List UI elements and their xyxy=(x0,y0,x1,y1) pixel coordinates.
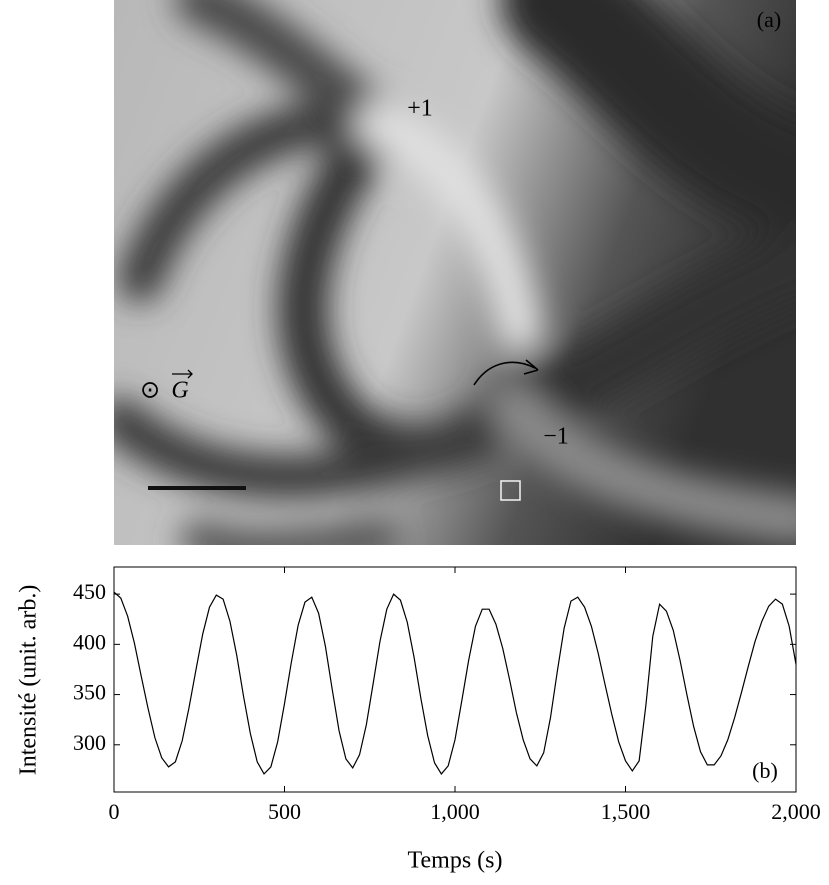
micrograph: (a) +1 −1 ⊙ G xyxy=(114,0,796,545)
x-tick-label: 1,500 xyxy=(601,799,651,824)
y-tick-label: 300 xyxy=(73,730,106,755)
roi-square xyxy=(500,480,521,501)
vector-arrow xyxy=(172,369,193,379)
x-tick-label: 2,000 xyxy=(771,799,821,824)
panel-label: (a) xyxy=(757,7,781,32)
x-tick-label: 500 xyxy=(268,799,301,824)
defect-label: +1 xyxy=(407,96,433,122)
defect-label: −1 xyxy=(543,424,569,450)
panel-label: (b) xyxy=(752,758,778,783)
gravity-symbol: ⊙ xyxy=(140,378,160,404)
rotation-arrow xyxy=(473,361,536,386)
y-tick-label: 350 xyxy=(73,680,106,705)
y-axis-label: Intensité (unit. arb.) xyxy=(16,585,42,776)
gravity-label: G xyxy=(171,378,188,404)
arrow-head xyxy=(523,359,539,375)
x-tick-label: 1,000 xyxy=(430,799,480,824)
plot-frame xyxy=(113,566,797,793)
y-tick-label: 400 xyxy=(73,629,106,654)
y-tick-label: 450 xyxy=(73,579,106,604)
x-axis-label: Temps (s) xyxy=(408,848,503,874)
data-line xyxy=(113,591,797,775)
x-tick-label: 0 xyxy=(109,799,120,824)
